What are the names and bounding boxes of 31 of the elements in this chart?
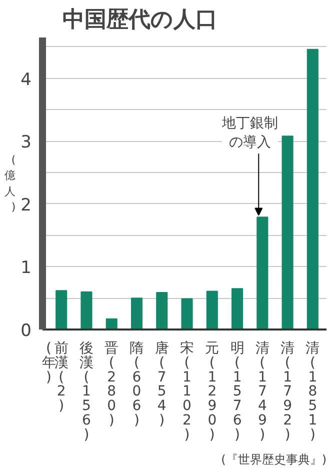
bar <box>306 48 318 330</box>
bar <box>206 290 218 330</box>
bar <box>106 318 118 330</box>
x-tick-label: 元(1290) <box>205 340 220 443</box>
bar <box>56 290 68 330</box>
x-tick-label: 唐(754) <box>154 340 169 428</box>
y-tick-label: 4 <box>20 70 32 90</box>
x-tick-label: 清(1792) <box>280 340 295 443</box>
x-tick-label: 宋(1102) <box>180 340 194 443</box>
x-tick-label: 清(1851) <box>306 340 320 443</box>
bar <box>232 288 244 330</box>
x-tick-label: 晋(280) <box>104 340 119 428</box>
bar <box>156 292 168 330</box>
y-tick-label: 0 <box>20 321 32 341</box>
y-tick-label: 1 <box>20 258 32 278</box>
bar <box>80 291 92 330</box>
x-tick-label: 前漢(2) <box>54 340 68 414</box>
x-tick-label: 隋(606) <box>130 340 144 428</box>
annotation: 地丁銀制の導入 <box>220 115 278 151</box>
x-tick-label: 後漢(156) <box>79 340 94 443</box>
bar <box>282 136 294 330</box>
y-axis-title: (億人) <box>4 154 16 214</box>
bar <box>130 298 143 330</box>
y-tick-label: 2 <box>20 195 32 216</box>
x-tick-label: 清(1749) <box>255 340 270 443</box>
chart-title: 中国歴代の人口 <box>62 8 218 32</box>
x-tick-label: 明(1576) <box>230 340 244 443</box>
bar <box>181 298 193 330</box>
y-tick-label: 3 <box>20 132 32 153</box>
x-axis-title: (年) <box>42 340 56 386</box>
text: (『世界歴史事典』) <box>221 452 327 466</box>
